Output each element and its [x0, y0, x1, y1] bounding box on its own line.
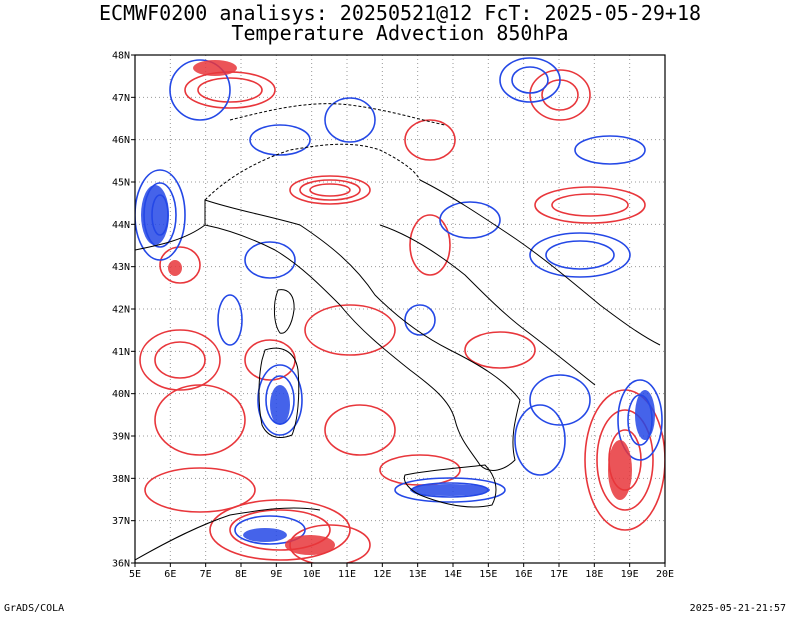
lon-tick-label: 9E [270, 569, 282, 580]
render-timestamp: 2025-05-21-21:57 [689, 603, 786, 614]
lon-tick-label: 16E [515, 569, 533, 580]
contour-cold [514, 404, 566, 476]
strong-cold-zone [243, 528, 287, 542]
border-north [229, 103, 446, 126]
lon-tick-label: 10E [303, 569, 321, 580]
lat-tick-label: 37N [112, 516, 130, 527]
contour-cold [217, 294, 243, 346]
contour-warm [309, 183, 351, 197]
contour-cold [511, 66, 549, 94]
lon-tick-label: 13E [409, 569, 427, 580]
contour-warm [144, 467, 256, 513]
lon-tick-label: 14E [444, 569, 462, 580]
software-credit: GrADS/COLA [4, 603, 65, 614]
coastline-sicily [403, 464, 497, 508]
lon-tick-label: 17E [550, 569, 568, 580]
coastline-balkans [419, 179, 661, 346]
strong-cold-zone [410, 484, 490, 496]
contour-cold [257, 364, 303, 436]
lon-tick-label: 6E [164, 569, 176, 580]
map-title: ECMWF0200 analisys: 20250521@12 FcT: 202… [98, 1, 702, 25]
lat-tick-label: 43N [112, 262, 130, 273]
contour-cold [135, 169, 186, 261]
strong-warm-zone [285, 535, 335, 555]
contour-cold [499, 57, 561, 103]
lat-tick-label: 36N [112, 559, 130, 570]
coastline-adriatic [379, 224, 596, 386]
contour-warm [209, 499, 351, 561]
contour-cold [529, 232, 631, 278]
contour-warm [534, 186, 646, 224]
contour-warm [139, 329, 221, 391]
contour-warm [596, 409, 654, 511]
contour-warm [304, 304, 396, 356]
contour-warm [229, 509, 331, 551]
map-subtitle: Temperature Advection 850hPa [231, 21, 569, 45]
strong-warm-zone [168, 260, 182, 276]
contour-cold [324, 97, 376, 143]
strong-warm-zone [193, 60, 237, 76]
coastline-france [135, 224, 206, 251]
strong-cold-zone [270, 385, 290, 425]
lon-tick-label: 5E [129, 569, 141, 580]
contour-cold [545, 240, 615, 270]
coastline-corsica [273, 289, 295, 334]
lon-tick-label: 20E [656, 569, 674, 580]
contour-warm [289, 175, 371, 205]
lat-tick-label: 41N [112, 347, 130, 358]
lon-tick-label: 8E [235, 569, 247, 580]
lat-tick-label: 45N [112, 178, 130, 189]
border-alps [204, 143, 421, 201]
contour-warm [404, 119, 456, 161]
lon-tick-label: 7E [200, 569, 212, 580]
lat-tick-label: 47N [112, 93, 130, 104]
lon-tick-label: 18E [585, 569, 603, 580]
strong-warm-zone [608, 440, 632, 500]
lat-tick-label: 39N [112, 432, 130, 443]
coastline-italy [204, 199, 521, 471]
lat-tick-label: 48N [112, 51, 130, 62]
contour-cold [244, 241, 296, 279]
coastline-africa [135, 507, 321, 561]
lon-tick-label: 15E [479, 569, 497, 580]
lat-tick-label: 40N [112, 389, 130, 400]
lat-tick-label: 42N [112, 305, 130, 316]
contour-warm [464, 331, 536, 369]
contour-cold [169, 59, 231, 121]
contour-cold [249, 124, 311, 156]
axis-labels: 5E 6E 7E 8E 9E 10E 11E 12E 13E 14E 15E 16E 17E 18E 19E… [112, 51, 674, 581]
contour-warm [529, 69, 591, 121]
contour-warm [299, 179, 361, 201]
coastlines [135, 103, 661, 561]
strong-cold-zone [141, 185, 169, 245]
contour-warm [197, 77, 263, 103]
grid-lines [135, 55, 665, 563]
contour-cold [404, 304, 436, 336]
strong-cold-zone [635, 390, 655, 440]
lon-tick-label: 12E [373, 569, 391, 580]
lat-tick-label: 38N [112, 474, 130, 485]
contour-cold [574, 135, 646, 165]
contour-cold [529, 374, 591, 426]
lat-tick-label: 44N [112, 220, 130, 231]
lon-tick-label: 19E [621, 569, 639, 580]
contour-cold [394, 477, 506, 503]
contour-warm [324, 404, 396, 456]
contour-warm [551, 193, 629, 217]
contour-cold [234, 515, 306, 545]
contour-warm [154, 341, 206, 379]
contour-cold [617, 379, 663, 461]
coastline-sardinia [258, 347, 300, 438]
lon-tick-label: 11E [338, 569, 356, 580]
contour-warm [154, 384, 246, 456]
lat-tick-label: 46N [112, 135, 130, 146]
contour-cold [439, 201, 501, 239]
contour-warm [159, 246, 201, 284]
advection-contours [135, 57, 665, 563]
contour-warm [409, 214, 451, 276]
